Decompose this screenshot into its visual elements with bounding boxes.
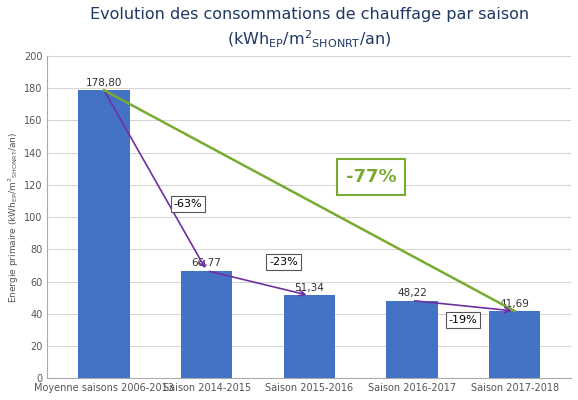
- Bar: [489, 311, 540, 378]
- Text: -63%: -63%: [174, 199, 202, 209]
- Text: -19%: -19%: [449, 315, 477, 325]
- Text: 51,34: 51,34: [294, 283, 324, 293]
- Bar: [284, 296, 335, 378]
- Y-axis label: Energie primaire (kWh$_\mathrm{EP}$/m$^2$$_\mathrm{SHONRT}$/an): Energie primaire (kWh$_\mathrm{EP}$/m$^2…: [7, 132, 21, 303]
- Bar: [386, 300, 438, 378]
- Text: -77%: -77%: [346, 168, 396, 186]
- Title: Evolution des consommations de chauffage par saison
(kWh$_\mathrm{EP}$/m$^2$$_\m: Evolution des consommations de chauffage…: [90, 7, 529, 50]
- Text: 48,22: 48,22: [397, 288, 427, 298]
- Bar: [78, 90, 129, 378]
- Text: 66,77: 66,77: [192, 258, 221, 268]
- Text: 41,69: 41,69: [499, 299, 529, 309]
- Text: 178,80: 178,80: [86, 78, 122, 88]
- Bar: [181, 271, 232, 378]
- Text: -23%: -23%: [269, 257, 298, 267]
